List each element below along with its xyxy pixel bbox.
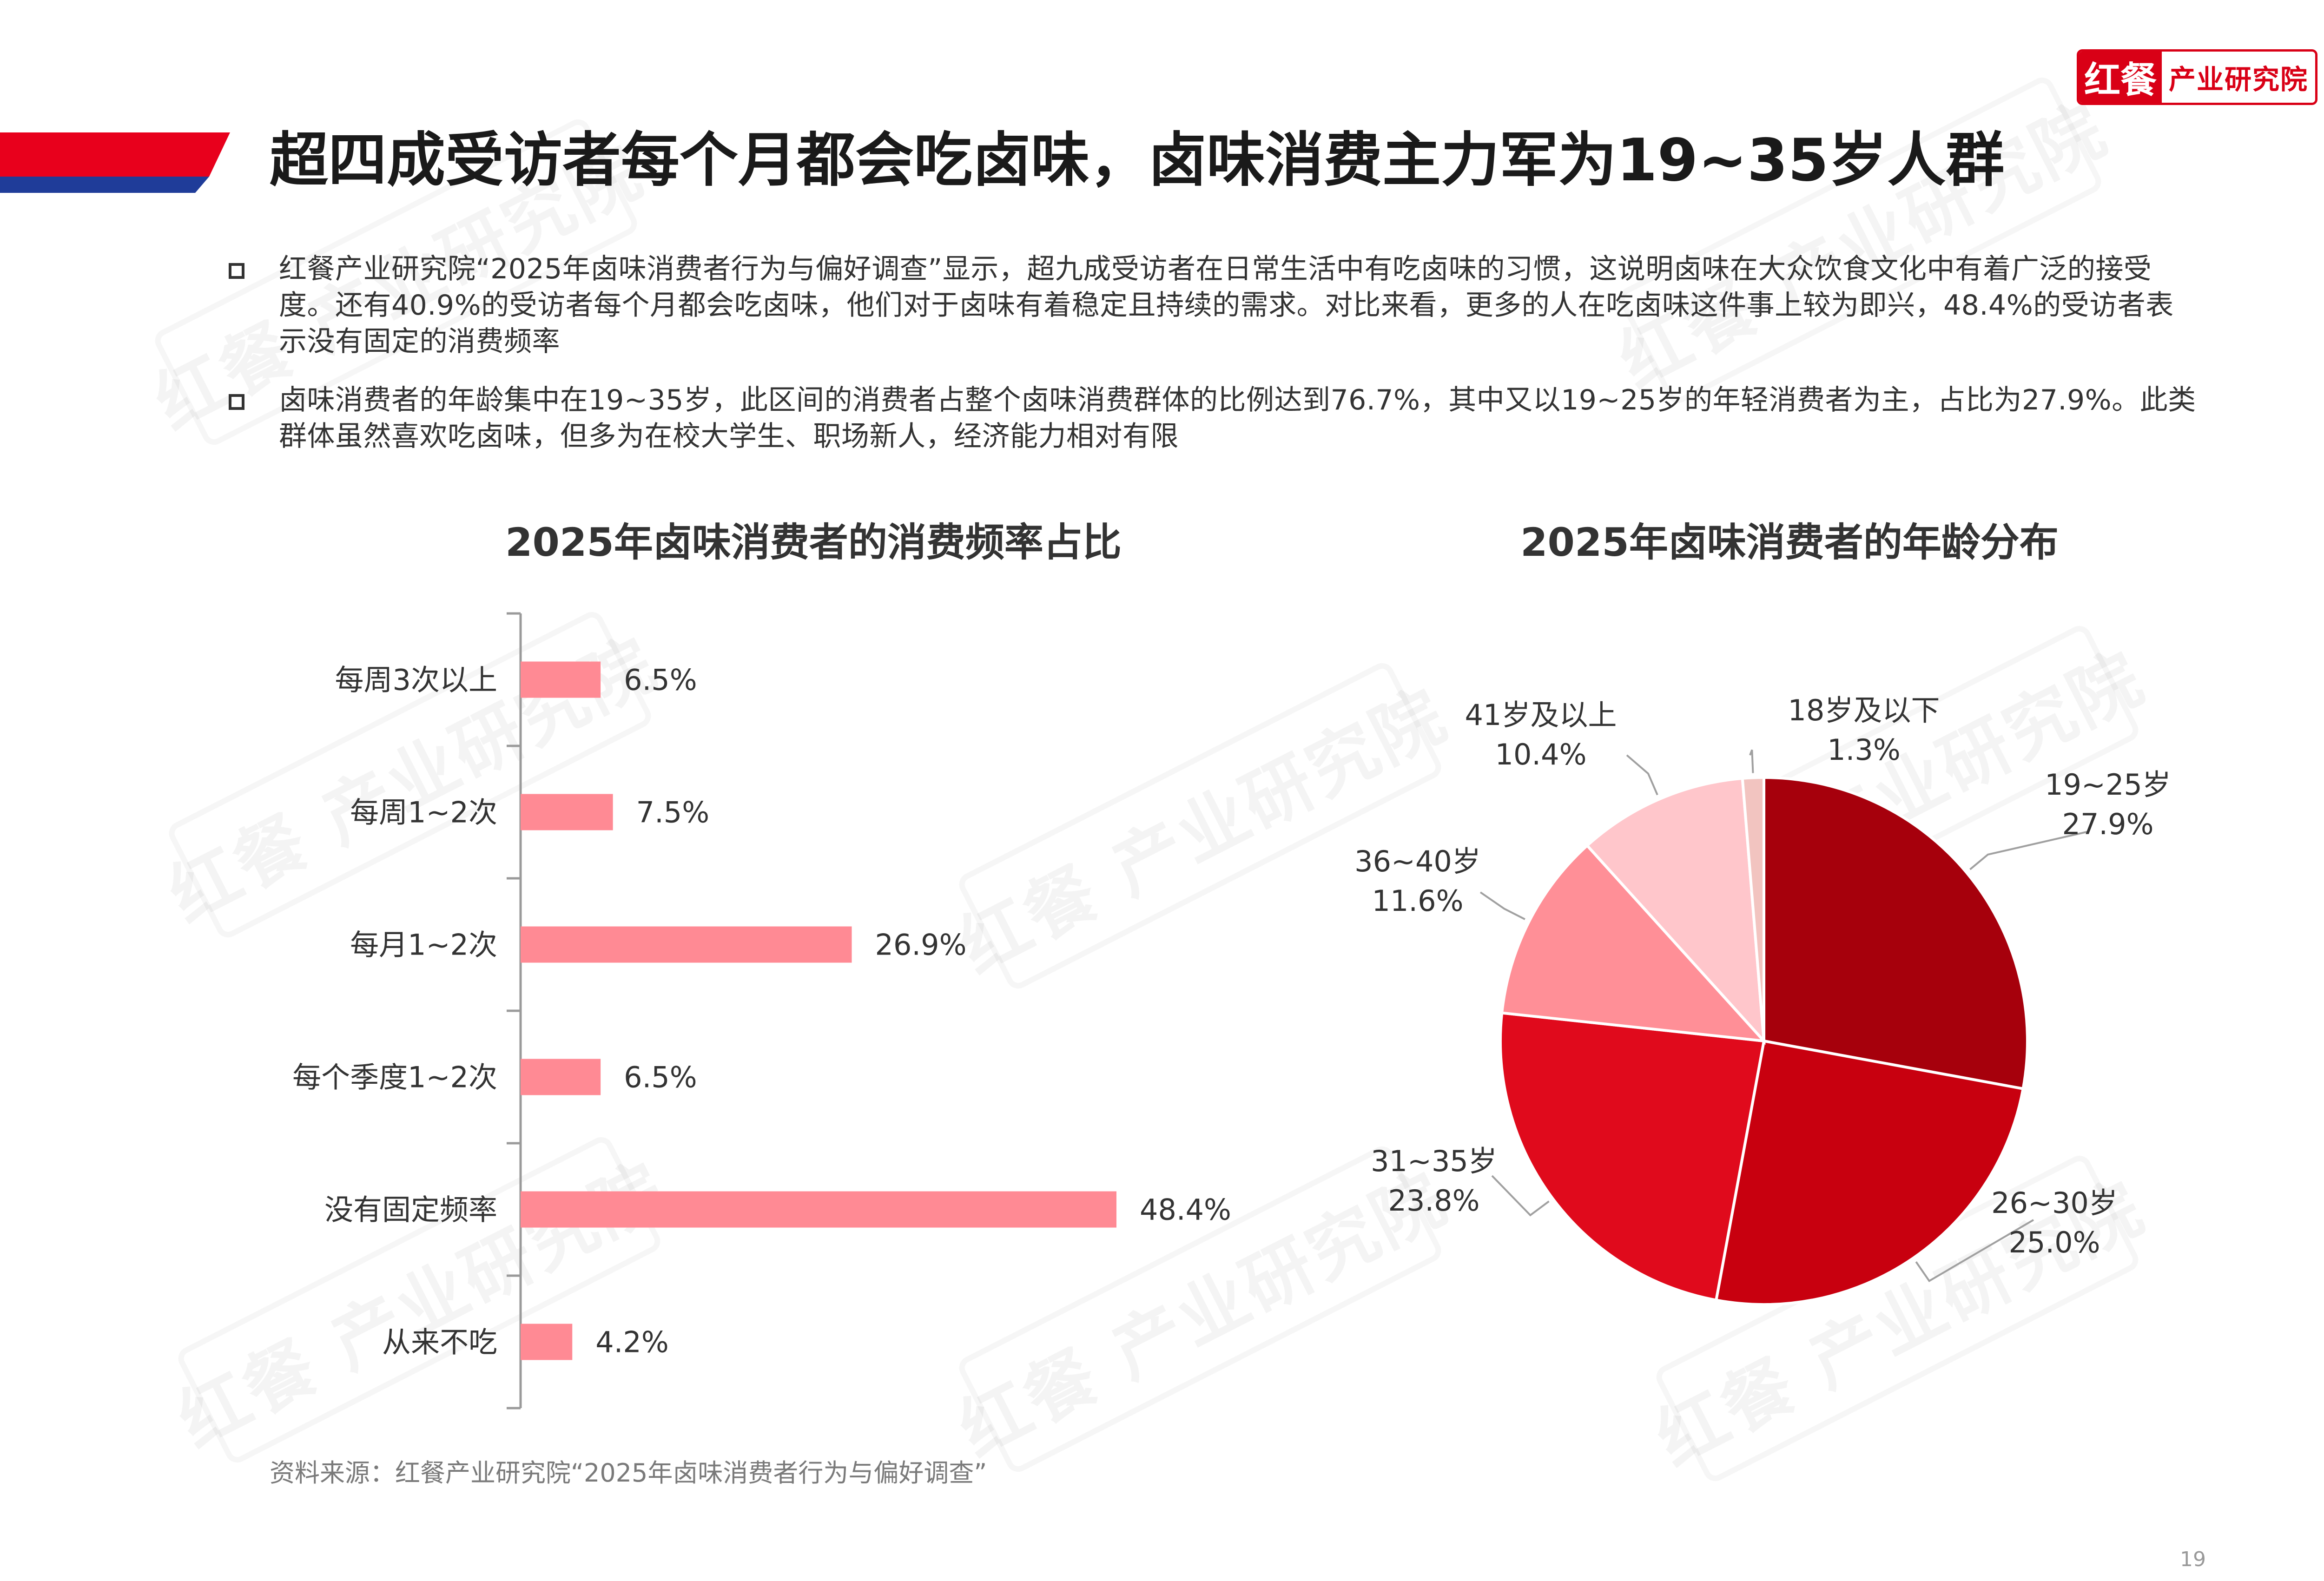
leader-line [1626,754,1658,796]
leader-line [1491,1175,1550,1217]
brand-logo-text: 产业研究院 [2168,64,2308,95]
page-number: 19 [2180,1548,2206,1571]
pie-slice [1499,1011,1766,1302]
bar [521,794,613,830]
category-label: 从来不吃 [382,1325,497,1359]
value-label: 26.9% [875,928,967,962]
brand-logo: 红餐 产业研究院 [2077,49,2317,105]
slice-value-label: 23.8% [1388,1184,1480,1218]
slice-label: 31~35岁 [1371,1144,1497,1178]
bar [521,1191,1116,1228]
pie-chart-title: 2025年卤味消费者的年龄分布 [1520,520,2059,565]
value-label: 6.5% [624,1061,697,1094]
bar-chart-title: 2025年卤味消费者的消费频率占比 [505,520,1122,565]
leader-line [1969,831,2087,870]
bar [521,926,852,963]
category-label: 每周1~2次 [350,796,497,830]
brand-logo-mark: 红餐 [2079,52,2162,103]
bullet-paragraph-1: 红餐产业研究院“2025年卤味消费者行为与偏好调查”显示，超九成受访者在日常生活… [279,253,2174,358]
slice-label: 36~40岁 [1354,844,1481,878]
bar [521,1059,601,1095]
bar-chart: 每周3次以上 6.5% 每周1~2次 7.5% 每月1~2次 26.9% 每个季度1~2次 6… [292,612,1231,1410]
slice-label: 19~25岁 [2045,768,2171,802]
slice-label: 18岁及以下 [1788,693,1940,727]
square-bullet-icon [229,394,244,410]
slice-value-label: 1.3% [1827,733,1901,767]
pie-slice [1741,776,1765,1041]
value-label: 6.5% [624,663,697,697]
category-label: 每月1~2次 [350,928,497,962]
pie-chart: 19~25岁 27.9% 26~30岁 25.0% 31~35岁 23.8% 36~40岁 1… [1354,693,2171,1306]
category-label: 每个季度1~2次 [292,1061,497,1094]
category-label: 没有固定频率 [324,1193,497,1227]
slice-value-label: 10.4% [1495,738,1587,771]
slice-value-label: 27.9% [2062,807,2154,841]
leader-line [1915,1219,2034,1283]
value-label: 7.5% [636,796,710,830]
pie-slice [1714,1039,2025,1306]
slice-value-label: 11.6% [1372,884,1464,918]
slice-label: 41岁及以上 [1465,698,1617,732]
leader-line [1749,749,1754,773]
pie-slice [1763,776,2029,1091]
leader-line [1479,891,1525,920]
bar [521,1324,573,1360]
source-note: 资料来源：红餐产业研究院“2025年卤味消费者行为与偏好调查” [270,1458,987,1488]
bar [521,661,601,698]
category-label: 每周3次以上 [335,663,497,697]
title-accent-bar [0,132,230,193]
pie-slice [1500,843,1768,1043]
pie-slice [1585,777,1766,1045]
bullet-paragraph-2: 卤味消费者的年龄集中在19~35岁，此区间的消费者占整个卤味消费群体的比例达到7… [279,384,2196,453]
slice-value-label: 25.0% [2009,1225,2100,1259]
value-label: 4.2% [595,1325,669,1359]
square-bullet-icon [229,263,244,279]
value-label: 48.4% [1140,1193,1231,1227]
page-title: 超四成受访者每个月都会吃卤味，卤味消费主力军为19~35岁人群 [270,126,2005,194]
slice-label: 26~30岁 [1991,1186,2118,1220]
